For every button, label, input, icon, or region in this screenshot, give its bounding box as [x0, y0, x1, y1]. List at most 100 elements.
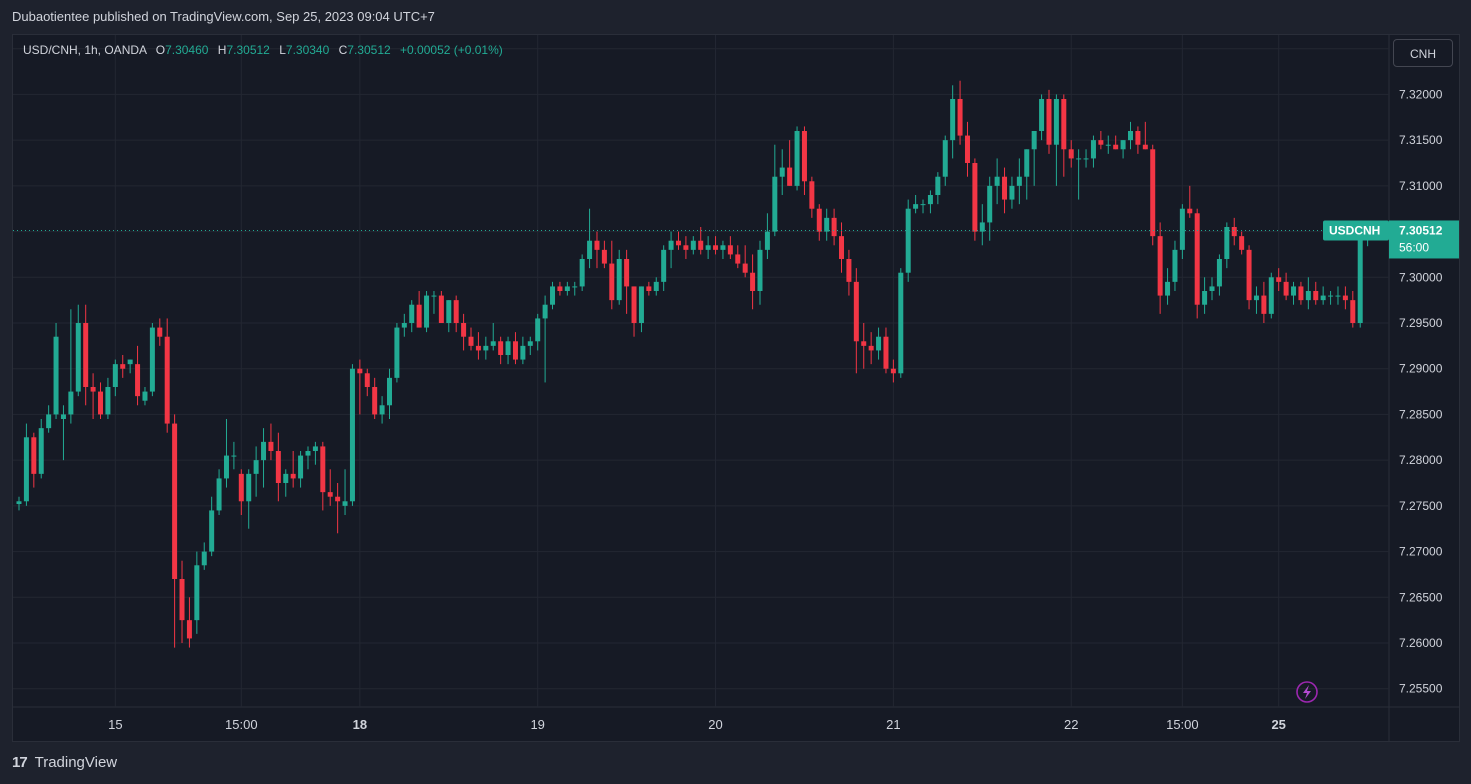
candle-body — [431, 295, 437, 297]
candle-body — [742, 263, 748, 273]
candle-body — [209, 510, 215, 552]
candle-body — [1024, 149, 1030, 177]
candle — [409, 300, 415, 333]
low-label: L — [279, 43, 286, 57]
price-tick-label: 7.30000 — [1399, 270, 1443, 284]
candle — [972, 158, 978, 241]
candle — [1024, 149, 1030, 200]
candle-body — [1261, 295, 1267, 314]
chart-panel[interactable]: 7.25500 7.26000 7.26500 7.27000 7.27500 7.280… — [12, 34, 1460, 742]
candle — [816, 204, 822, 241]
candle-body — [713, 245, 719, 250]
candle — [994, 158, 1000, 205]
candle — [1105, 135, 1111, 154]
lightning-icon[interactable] — [1296, 681, 1318, 703]
candle — [535, 313, 541, 351]
candle-body — [38, 428, 44, 474]
price-tick-label: 7.25500 — [1399, 682, 1443, 696]
candle — [957, 80, 963, 145]
candle — [431, 291, 437, 314]
candle — [1009, 176, 1015, 209]
close-value: 7.30512 — [347, 43, 391, 57]
candle — [468, 327, 474, 351]
candle-body — [16, 501, 22, 505]
candle — [238, 469, 244, 515]
candle — [557, 281, 563, 296]
candlestick-chart[interactable]: 7.25500 7.26000 7.26500 7.27000 7.27500 7.280… — [13, 35, 1459, 741]
candle-body — [31, 437, 37, 474]
countdown-label: 56:00 — [1399, 240, 1429, 254]
candle — [1253, 286, 1259, 314]
candle — [186, 597, 192, 648]
candle-body — [394, 327, 400, 378]
candle-body — [846, 259, 852, 282]
candle — [905, 199, 911, 282]
candle-body — [298, 455, 304, 479]
candle — [1283, 272, 1289, 301]
candle — [846, 249, 852, 296]
price-axis: 7.25500 7.26000 7.26500 7.27000 7.27500 7.280… — [1399, 42, 1443, 696]
candle-body — [290, 473, 296, 479]
candle-body — [772, 176, 778, 232]
candle — [839, 222, 845, 273]
candle-body — [964, 135, 970, 163]
candle — [201, 542, 207, 570]
candle-body — [127, 359, 133, 365]
candle — [1335, 286, 1341, 305]
price-tick-label: 7.31500 — [1399, 133, 1443, 147]
candle-body — [268, 441, 274, 451]
candle — [1313, 281, 1319, 305]
candle-body — [1039, 99, 1045, 131]
candle-body — [720, 245, 726, 250]
candle-body — [787, 167, 793, 186]
candle-body — [890, 368, 896, 374]
candle-body — [1061, 99, 1067, 150]
candle-body — [631, 286, 637, 323]
candle — [172, 414, 178, 648]
candle-body — [1342, 295, 1348, 301]
candle-body — [594, 240, 600, 250]
candle-body — [468, 336, 474, 346]
candle-body — [120, 364, 126, 369]
candle — [416, 291, 422, 328]
candle-body — [505, 341, 511, 355]
candle-body — [668, 240, 674, 250]
candle — [824, 208, 830, 241]
candle-body — [1253, 295, 1259, 301]
candle — [750, 254, 756, 310]
time-tick-label: 25 — [1271, 717, 1285, 732]
candle-body — [957, 99, 963, 136]
candle — [223, 419, 229, 488]
candle-body — [557, 286, 563, 291]
candle — [779, 149, 785, 195]
change-value: +0.00052 (+0.01%) — [400, 43, 503, 57]
candle-body — [587, 240, 593, 259]
currency-button[interactable]: CNH — [1393, 39, 1453, 67]
footer: 17 TradingView — [12, 742, 117, 784]
candle — [38, 419, 44, 479]
candle — [913, 195, 919, 214]
candle-body — [372, 387, 378, 415]
candle-body — [1276, 277, 1282, 282]
candle — [75, 304, 81, 397]
brand-name[interactable]: TradingView — [34, 754, 118, 771]
candle — [320, 441, 326, 511]
candle — [349, 364, 355, 506]
candle — [142, 387, 148, 406]
candle-body — [23, 437, 29, 502]
candle-body — [335, 496, 341, 502]
last-price-value: 7.30512 — [1399, 223, 1443, 237]
candle — [401, 313, 407, 337]
price-tick-label: 7.28000 — [1399, 453, 1443, 467]
candle — [1202, 277, 1208, 314]
candle — [579, 254, 585, 291]
candle — [372, 377, 378, 419]
candle — [801, 126, 807, 195]
tradingview-logo-icon[interactable]: 17 — [12, 754, 28, 771]
candle-body — [972, 163, 978, 232]
candle — [1216, 254, 1222, 296]
candle-body — [275, 451, 281, 483]
candle-body — [750, 272, 756, 291]
symbol-label[interactable]: USD/CNH, 1h, OANDA — [23, 43, 147, 57]
candle — [1031, 131, 1037, 186]
